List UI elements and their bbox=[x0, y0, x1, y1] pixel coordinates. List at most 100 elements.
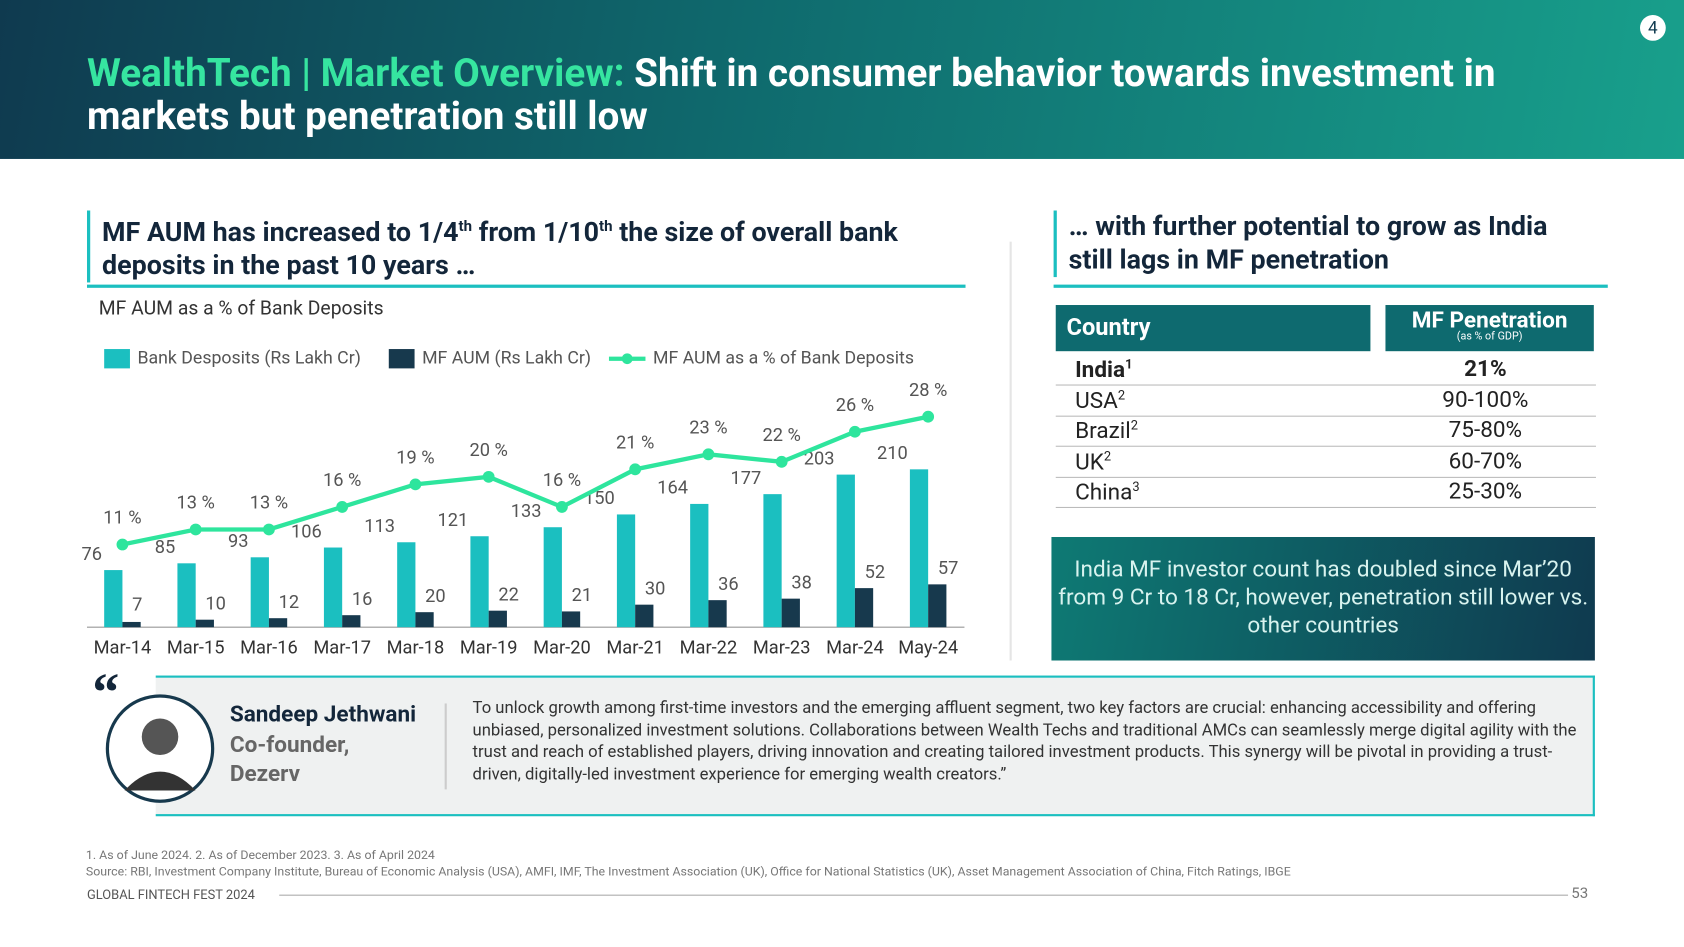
table-header: MF Penetration (as % of GDP) bbox=[1385, 305, 1594, 352]
slide-title: WealthTech | Market Overview: Shift in c… bbox=[87, 52, 1612, 138]
footnotes: 1. As of June 2024. 2. As of December 20… bbox=[85, 847, 435, 863]
x-tick-label: Mar-21 bbox=[606, 638, 664, 659]
legend-label: MF AUM (Rs Lakh Cr) bbox=[422, 348, 591, 368]
value-label: 11 % bbox=[103, 508, 141, 529]
footer-line bbox=[279, 894, 1569, 896]
value-label: 106 bbox=[291, 521, 322, 542]
value-label: 177 bbox=[730, 468, 761, 489]
x-tick-label: Mar-22 bbox=[680, 638, 738, 659]
table-row: Brazil2 75-80% bbox=[1055, 416, 1596, 447]
title-rest: Shift in consumer behavior towards inves… bbox=[86, 50, 1496, 139]
table-row: UK2 60-70% bbox=[1055, 446, 1596, 478]
heading-underline bbox=[86, 284, 966, 288]
value-label: 22 % bbox=[762, 425, 800, 446]
quote-text: To unlock growth among first-time invest… bbox=[472, 698, 1577, 784]
footnote-ref: 2 bbox=[1103, 448, 1112, 464]
table-header: Country bbox=[1055, 305, 1371, 352]
value-label: 13 % bbox=[250, 493, 288, 514]
bar bbox=[488, 610, 507, 628]
callout: India MF investor count has doubled sinc… bbox=[1051, 537, 1595, 661]
bar bbox=[708, 600, 727, 628]
x-tick-label: May-24 bbox=[898, 638, 958, 659]
quote-role: Co-founder, Dezerv bbox=[229, 732, 350, 788]
footnote-ref: 3 bbox=[1132, 479, 1140, 495]
value-label: 93 bbox=[228, 531, 249, 552]
heading-sup: th bbox=[458, 218, 473, 236]
bar bbox=[122, 621, 141, 628]
penetration: 21% bbox=[1464, 356, 1507, 383]
value-label: 16 % bbox=[323, 470, 361, 491]
country: UK2 bbox=[1075, 448, 1111, 475]
heading-text: the size of overall bank deposits in the… bbox=[102, 217, 898, 282]
bar bbox=[397, 542, 416, 628]
value-label: 30 bbox=[645, 578, 666, 599]
penetration: 25-30% bbox=[1448, 479, 1523, 505]
legend-swatch bbox=[104, 349, 130, 369]
heading-sup: th bbox=[599, 218, 613, 236]
title-lead: WealthTech | Market Overview: bbox=[86, 50, 625, 96]
footnote-ref: 2 bbox=[1117, 387, 1126, 403]
table-row: China3 25-30% bbox=[1055, 477, 1596, 509]
bar bbox=[561, 611, 581, 628]
bar bbox=[342, 615, 361, 628]
value-label: 22 bbox=[498, 584, 519, 605]
bar bbox=[104, 570, 123, 628]
value-label: 7 bbox=[132, 595, 142, 616]
value-label: 38 bbox=[791, 572, 812, 593]
avatar bbox=[105, 694, 215, 803]
bar bbox=[909, 469, 929, 628]
bar bbox=[268, 618, 288, 628]
bar bbox=[323, 547, 343, 628]
left-heading: MF AUM has increased to 1/4th from 1/10t… bbox=[86, 210, 961, 283]
bar bbox=[854, 588, 874, 628]
bar bbox=[763, 494, 782, 628]
value-label: 26 % bbox=[836, 395, 874, 416]
table-row: USA2 90-100% bbox=[1055, 385, 1596, 417]
heading-underline bbox=[1053, 284, 1608, 288]
bar bbox=[415, 612, 434, 628]
x-tick-label: Mar-18 bbox=[387, 638, 445, 659]
value-label: 13 % bbox=[176, 493, 214, 514]
bar bbox=[781, 598, 800, 628]
country: China3 bbox=[1075, 479, 1140, 506]
quote-mark: “ bbox=[92, 661, 120, 722]
heading-text: MF AUM has increased to 1/4 bbox=[102, 217, 459, 249]
legend-swatch bbox=[388, 349, 415, 369]
country-name: India bbox=[1075, 357, 1126, 384]
chart-title: MF AUM as a % of Bank Deposits bbox=[98, 297, 384, 321]
value-label: 57 bbox=[938, 558, 959, 579]
x-tick-label: Mar-16 bbox=[240, 638, 298, 659]
point bbox=[848, 425, 861, 438]
bar bbox=[690, 503, 709, 628]
legend-swatch bbox=[621, 353, 633, 365]
penetration: 60-70% bbox=[1448, 448, 1523, 475]
value-label: 10 bbox=[205, 593, 226, 614]
value-label: 164 bbox=[657, 478, 688, 499]
page-badge: 4 bbox=[1639, 15, 1666, 41]
bar bbox=[195, 619, 214, 628]
line bbox=[122, 414, 929, 547]
point bbox=[922, 410, 935, 423]
table-row: India1 21% bbox=[1055, 354, 1596, 386]
x-tick-label: Mar-19 bbox=[460, 638, 518, 659]
bar bbox=[836, 474, 855, 628]
country: India1 bbox=[1075, 357, 1132, 384]
bar bbox=[250, 557, 269, 628]
value-label: 113 bbox=[364, 516, 395, 537]
value-label: 21 % bbox=[616, 432, 654, 453]
footnote-ref: 2 bbox=[1130, 417, 1139, 433]
point bbox=[189, 523, 202, 536]
value-label: 36 bbox=[718, 574, 739, 595]
country-name: Brazil bbox=[1075, 418, 1131, 445]
country: Brazil2 bbox=[1075, 418, 1138, 445]
header-text: MF Penetration bbox=[1411, 308, 1568, 335]
value-label: 12 bbox=[279, 592, 300, 613]
x-tick-label: Mar-23 bbox=[753, 638, 811, 659]
quote-box bbox=[155, 675, 1595, 817]
heading-text: from 1/10 bbox=[472, 217, 600, 249]
penetration: 75-80% bbox=[1448, 417, 1523, 444]
value-label: 19 % bbox=[396, 447, 434, 468]
bar bbox=[470, 536, 489, 628]
point bbox=[116, 538, 129, 551]
value-label: 52 bbox=[865, 562, 886, 583]
